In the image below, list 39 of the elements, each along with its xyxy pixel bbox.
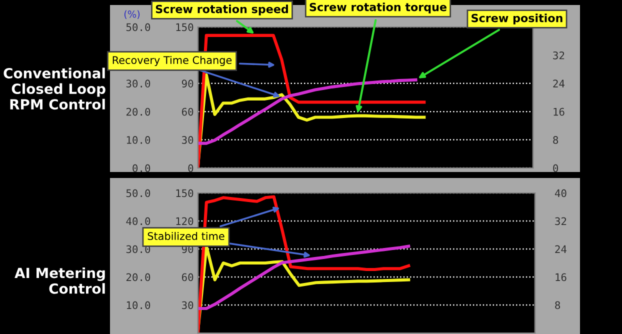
y2-tick-label: 90 [182,80,194,88]
y-tick-label: 20.0 [126,273,150,282]
y-tick-label: 10.0 [126,136,150,144]
y3-tick-label: 8 [553,136,558,144]
y2-tick-label: 60 [182,273,194,282]
y-tick-label: 40.0 [126,217,150,226]
y-axis-title: (%) [124,10,140,19]
annotation: Recovery Time Change [112,56,232,66]
y-tick-label: 20.0 [126,108,150,116]
annotation: Stabilized time [148,232,224,240]
y-tick-label: 0.0 [132,164,150,172]
text: Screw position [472,14,562,24]
y3-tick-label: 16 [554,108,564,116]
y2-tick-label: 150 [176,189,194,198]
line-series [198,244,410,310]
y2-tick-label: 120 [176,217,194,226]
y2-tick-label: 60 [182,108,194,116]
y3-tick-label: 0 [553,164,558,172]
y-tick-label: 30.0 [126,80,150,88]
y3-tick-label: 16 [556,273,566,282]
text: AI Metering Control [14,267,105,294]
y2-tick-label: 30 [182,301,194,310]
line-series [198,195,410,333]
y3-tick-label: 24 [555,245,566,253]
y3-tick-label: 32 [553,51,564,60]
y3-tick-label: 24 [553,80,564,88]
y3-tick-label: 40 [554,189,566,198]
text: Conventional Closed Loop RPM Control [4,68,106,110]
text: Screw rotation torque [310,2,446,14]
line-series [198,78,418,145]
y2-tick-label: 150 [176,23,194,32]
y2-tick-label: 0 [188,164,194,172]
y3-tick-label: 8 [555,301,560,310]
y-tick-label: 10.0 [126,301,150,310]
y3-tick-label: 32 [555,217,566,226]
y2-tick-label: 30 [182,136,194,144]
y-tick-label: 50.0 [126,23,150,32]
text: Screw rotation speed [156,4,288,16]
y-tick-label: 50.0 [126,189,150,198]
